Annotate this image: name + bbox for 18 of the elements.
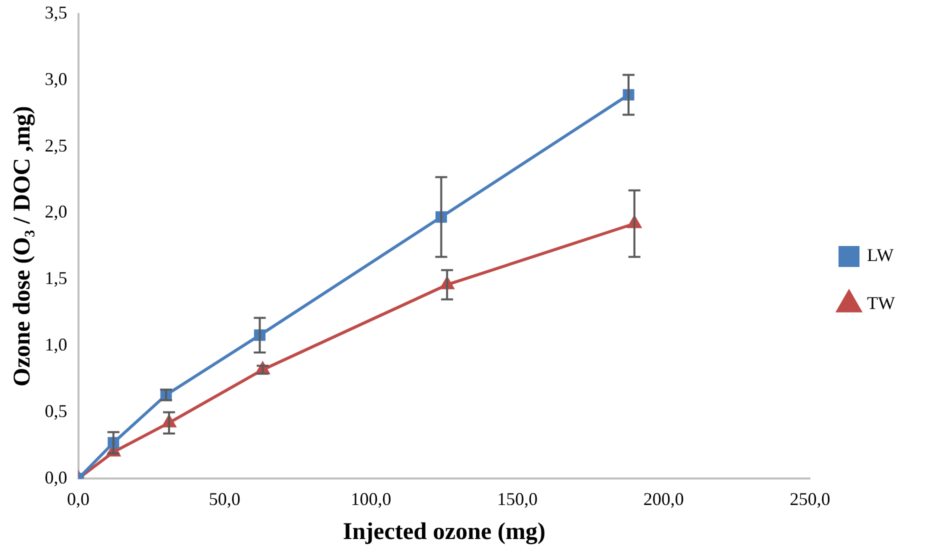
legend-label: TW: [867, 293, 896, 314]
y-tick-label: 0,5: [44, 400, 68, 421]
y-axis-title: Ozone dose (O₃ / DOC ,mg): [10, 106, 36, 386]
y-tick-label: 3,0: [44, 68, 68, 89]
x-tick-label: 50,0: [208, 489, 240, 510]
legend-label: LW: [867, 245, 894, 266]
x-tick-label: 150,0: [497, 489, 538, 510]
x-tick-label: 200,0: [643, 489, 684, 510]
y-tick-label: 1,0: [44, 334, 68, 355]
x-tick-label: 100,0: [350, 489, 392, 510]
y-tick-label: 1,5: [44, 268, 68, 288]
y-tick-label: 2,0: [44, 202, 68, 222]
x-tick-label: 250,0: [790, 489, 830, 510]
y-tick-label: 2,5: [44, 135, 68, 156]
y-tick-label: 3,5: [44, 2, 68, 23]
y-tick-label: 0,0: [44, 467, 68, 488]
x-axis-title: Injected ozone (mg): [342, 518, 546, 545]
x-tick-label: 0,0: [67, 489, 90, 510]
